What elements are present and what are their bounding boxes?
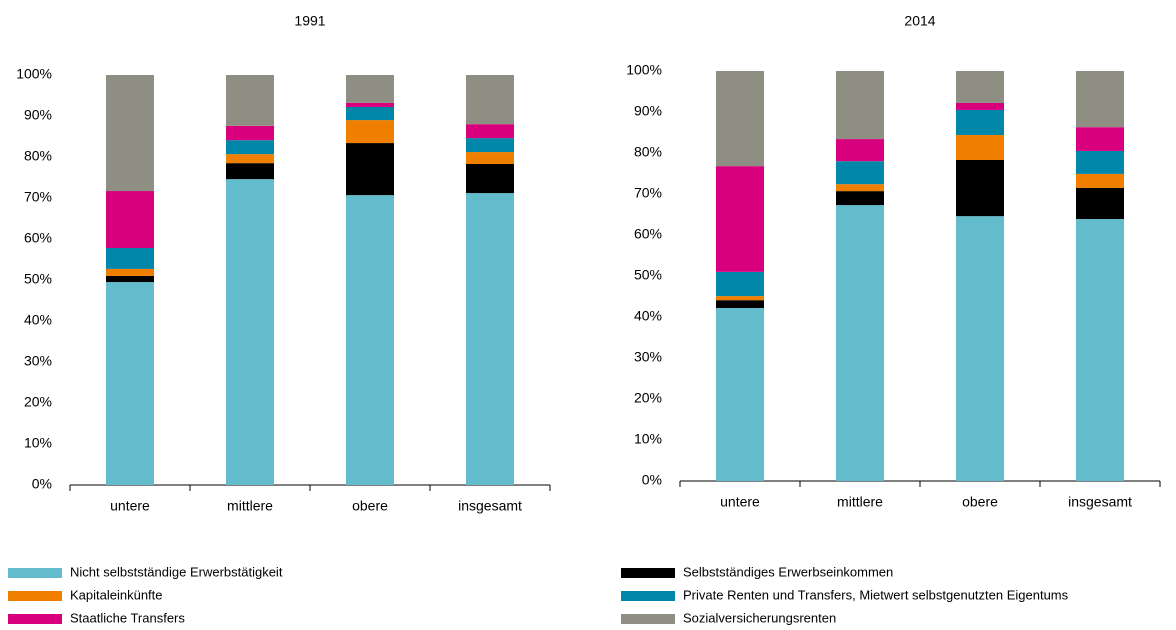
y-tick-label: 70% (24, 189, 52, 205)
bar-segment (716, 296, 764, 301)
y-tick-label: 90% (634, 103, 662, 119)
bar-segment (1076, 219, 1124, 481)
legend-swatch (621, 614, 675, 624)
legend-swatch (8, 614, 62, 624)
y-tick-label: 10% (634, 431, 662, 447)
y-tick-label: 100% (16, 66, 52, 82)
y-tick-label: 40% (634, 308, 662, 324)
y-tick-label: 100% (626, 62, 662, 78)
bar-segment (956, 102, 1004, 110)
bar-segment (226, 179, 274, 485)
bar-segment (226, 75, 274, 126)
bar-segment (106, 282, 154, 485)
bar-segment (106, 268, 154, 276)
bar-segment (956, 134, 1004, 160)
bar-segment (466, 75, 514, 125)
y-tick-label: 30% (24, 353, 52, 369)
bar-segment (466, 138, 514, 153)
bar-segment (716, 307, 764, 481)
bar-segment (716, 71, 764, 167)
bar-segment (716, 166, 764, 272)
bar-segment (346, 143, 394, 196)
legend-label: Staatliche Transfers (70, 610, 185, 625)
bar-segment (226, 140, 274, 155)
y-tick-label: 20% (24, 394, 52, 410)
bar-segment (1076, 127, 1124, 151)
y-tick-label: 30% (634, 349, 662, 365)
legend-label: Selbstständiges Erwerbseinkommen (683, 564, 893, 579)
y-tick-label: 50% (24, 271, 52, 287)
bar-segment (466, 163, 514, 194)
x-tick-label: insgesamt (458, 498, 522, 514)
chart-title: 2014 (904, 13, 935, 29)
bar-segment (1076, 71, 1124, 128)
legend-label: Nicht selbstständige Erwerbstätigkeit (70, 564, 283, 579)
bar-segment (1076, 173, 1124, 188)
bar-segment (836, 184, 884, 192)
bar-segment (346, 106, 394, 121)
bar-segment (106, 275, 154, 283)
bar-segment (346, 195, 394, 485)
legend-swatch (8, 568, 62, 578)
bar-segment (226, 163, 274, 180)
bar-segment (1076, 187, 1124, 220)
bar-segment (956, 159, 1004, 217)
bar-segment (956, 216, 1004, 481)
y-tick-label: 80% (24, 148, 52, 164)
y-tick-label: 70% (634, 185, 662, 201)
bar-segment (106, 191, 154, 249)
bar-segment (226, 125, 274, 141)
bar-segment (466, 152, 514, 164)
x-tick-label: obere (352, 498, 388, 514)
bar-segment (836, 191, 884, 206)
y-tick-label: 50% (634, 267, 662, 283)
legend-label: Kapitaleinkünfte (70, 587, 163, 602)
bar-segment (226, 154, 274, 164)
legend-swatch (621, 568, 675, 578)
bar-segment (836, 71, 884, 140)
bar-segment (106, 248, 154, 269)
y-tick-label: 20% (634, 390, 662, 406)
bar-segment (466, 193, 514, 485)
legend-swatch (621, 591, 675, 601)
x-tick-label: obere (962, 494, 998, 510)
x-tick-label: mittlere (227, 498, 273, 514)
bar-segment (1076, 150, 1124, 174)
bar-segment (956, 71, 1004, 103)
y-tick-label: 60% (24, 230, 52, 246)
y-tick-label: 80% (634, 144, 662, 160)
bar-segment (716, 300, 764, 308)
bar-segment (346, 102, 394, 107)
y-tick-label: 0% (32, 476, 52, 492)
bar-segment (346, 75, 394, 103)
legend-label: Private Renten und Transfers, Mietwert s… (683, 587, 1069, 602)
y-tick-label: 60% (634, 226, 662, 242)
bar-segment (836, 161, 884, 185)
bar-segment (106, 75, 154, 192)
y-tick-label: 40% (24, 312, 52, 328)
chart-title: 1991 (294, 13, 325, 29)
x-tick-label: untere (110, 498, 150, 514)
bar-segment (836, 205, 884, 481)
bar-segment (956, 109, 1004, 135)
y-tick-label: 0% (642, 472, 662, 488)
legend-label: Sozialversicherungsrenten (683, 610, 836, 625)
x-tick-label: insgesamt (1068, 494, 1132, 510)
bar-segment (836, 139, 884, 162)
y-tick-label: 10% (24, 435, 52, 451)
x-tick-label: untere (720, 494, 760, 510)
x-tick-label: mittlere (837, 494, 883, 510)
bar-segment (346, 120, 394, 144)
bar-segment (466, 124, 514, 139)
legend-swatch (8, 591, 62, 601)
y-tick-label: 90% (24, 107, 52, 123)
bar-segment (716, 271, 764, 297)
